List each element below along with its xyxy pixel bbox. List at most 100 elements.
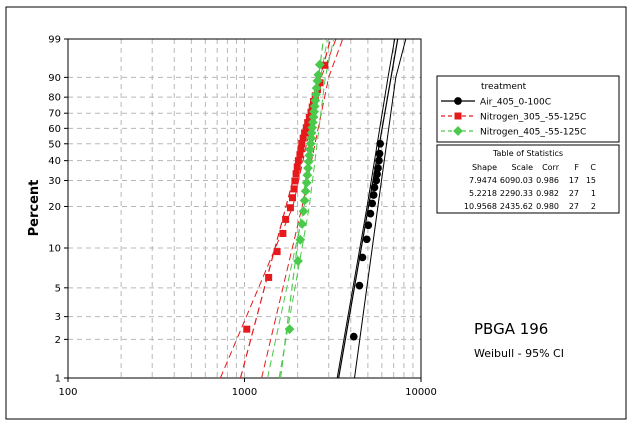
data-point bbox=[288, 194, 296, 202]
legend-label: Nitrogen_405_-55-125C bbox=[480, 128, 586, 138]
data-point bbox=[295, 234, 306, 245]
data-point bbox=[368, 199, 377, 208]
y-tick-label: 50 bbox=[48, 139, 61, 150]
axis-ticks: 100 1000 10000 1 2 3 5 10 20 30 40 50 60 70 80 90 99 bbox=[48, 35, 437, 399]
legend: treatment Air_405_0-100C Nitrogen_305_-55… bbox=[436, 75, 620, 143]
data-point bbox=[299, 134, 307, 142]
confidence-line bbox=[219, 38, 337, 379]
data-point bbox=[298, 139, 306, 147]
legend-box bbox=[436, 75, 620, 143]
data-point bbox=[294, 157, 302, 165]
y-tick-label: 30 bbox=[48, 176, 61, 187]
statistics-cell: 2290.33 bbox=[500, 189, 533, 198]
data-point bbox=[374, 164, 382, 172]
x-tick-label: 10000 bbox=[405, 387, 437, 398]
data-point bbox=[299, 195, 310, 206]
y-tick-label: 10 bbox=[48, 243, 61, 254]
data-point bbox=[265, 273, 273, 281]
confidence-line bbox=[278, 38, 335, 379]
confidence-line bbox=[354, 38, 407, 379]
y-tick-label: 3 bbox=[55, 312, 61, 323]
x-tick-label: 100 bbox=[58, 387, 77, 398]
y-tick-label: 40 bbox=[48, 156, 61, 167]
statistics-cell: 1 bbox=[591, 189, 596, 198]
data-point bbox=[355, 281, 364, 290]
method-annotation: Weibull - 95% CI bbox=[474, 347, 564, 360]
statistics-cell: 2435.62 bbox=[500, 202, 533, 211]
y-tick-label: 1 bbox=[55, 374, 61, 385]
confidence-line bbox=[267, 38, 328, 379]
data-point bbox=[279, 229, 287, 237]
data-point bbox=[358, 253, 367, 262]
data-point bbox=[297, 219, 307, 229]
data-point bbox=[373, 170, 381, 178]
statistics-cell: 0.980 bbox=[536, 202, 559, 211]
data-point bbox=[293, 163, 301, 171]
data-point bbox=[369, 191, 378, 199]
data-point bbox=[298, 206, 309, 217]
data-point bbox=[309, 101, 320, 112]
data-point bbox=[303, 156, 314, 167]
legend-label: Nitrogen_305_-55-125C bbox=[480, 113, 586, 123]
y-tick-label: 5 bbox=[55, 283, 61, 294]
statistics-column-header: F bbox=[574, 163, 579, 172]
data-point bbox=[273, 248, 281, 256]
data-point bbox=[293, 256, 303, 266]
data-point bbox=[286, 204, 294, 212]
data-point bbox=[311, 89, 321, 100]
statistics-cell: 0.982 bbox=[536, 189, 559, 198]
y-tick-label: 70 bbox=[48, 109, 61, 120]
data-point bbox=[284, 324, 295, 335]
data-point bbox=[364, 221, 373, 230]
y-tick-label: 2 bbox=[55, 335, 61, 346]
data-point bbox=[300, 186, 311, 197]
statistics-cell: 27 bbox=[569, 189, 579, 198]
x-tick-label: 1000 bbox=[232, 387, 257, 398]
data-point bbox=[312, 75, 323, 86]
y-tick-label: 99 bbox=[48, 35, 61, 46]
data-point bbox=[454, 112, 462, 120]
y-tick-label: 60 bbox=[48, 124, 61, 135]
data-point bbox=[282, 215, 290, 223]
data-point bbox=[366, 209, 375, 218]
data-point bbox=[306, 133, 317, 144]
y-tick-label: 20 bbox=[48, 202, 61, 213]
statistics-cell: 27 bbox=[569, 202, 579, 211]
data-point bbox=[310, 95, 321, 106]
data-point bbox=[304, 150, 315, 161]
statistics-cell: 5.2218 bbox=[469, 189, 497, 198]
statistics-table: Table of Statistics Shape Scale Corr F C 7.9… bbox=[436, 144, 620, 214]
statistics-cell: 7.9474 bbox=[469, 176, 497, 185]
data-point bbox=[375, 156, 383, 165]
y-tick-label: 90 bbox=[48, 73, 61, 84]
data-points bbox=[243, 59, 385, 341]
data-point bbox=[313, 69, 324, 80]
statistics-cell: 17 bbox=[569, 176, 579, 185]
data-point bbox=[292, 170, 300, 178]
data-point bbox=[303, 163, 313, 174]
part-annotation: PBGA 196 bbox=[474, 320, 548, 338]
data-point bbox=[301, 177, 312, 188]
statistics-column-header: Shape bbox=[472, 163, 497, 172]
statistics-cell: 6090.03 bbox=[500, 176, 533, 185]
data-point bbox=[304, 119, 312, 127]
data-point bbox=[302, 170, 313, 181]
statistics-cell: 15 bbox=[586, 176, 596, 185]
data-point bbox=[309, 106, 320, 117]
data-point bbox=[243, 325, 251, 333]
data-point bbox=[453, 126, 463, 136]
data-point bbox=[321, 61, 329, 69]
data-point bbox=[314, 59, 325, 70]
data-point bbox=[349, 332, 358, 341]
data-point bbox=[375, 149, 384, 158]
data-point bbox=[454, 97, 462, 105]
data-point bbox=[372, 176, 381, 185]
statistics-column-header: Scale bbox=[511, 163, 533, 172]
data-point bbox=[362, 235, 371, 244]
data-point bbox=[302, 124, 310, 132]
data-point bbox=[290, 185, 298, 193]
data-point bbox=[291, 177, 299, 185]
confidence-line bbox=[261, 38, 344, 379]
